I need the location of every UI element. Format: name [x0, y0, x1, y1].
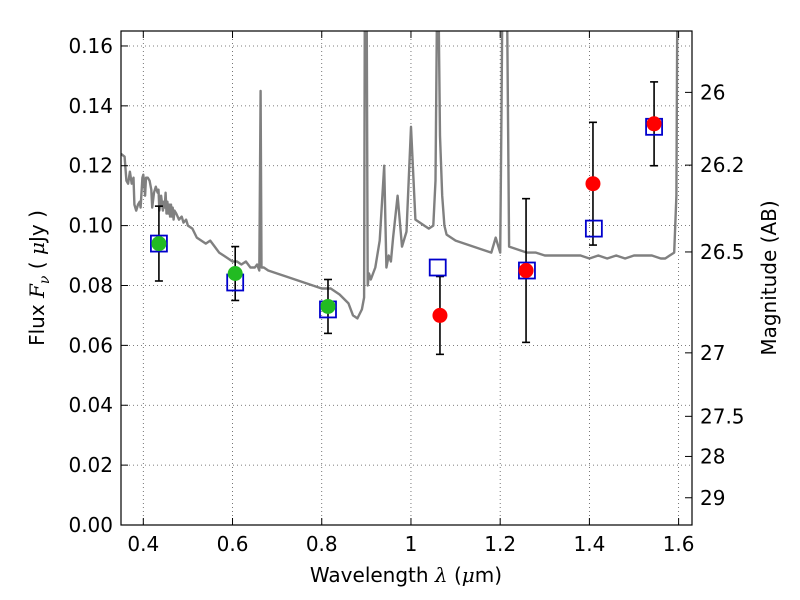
y-axis-title: Flux Fν ( μJy ) — [25, 210, 53, 346]
model-photometry-square — [150, 234, 168, 253]
observed-points — [151, 116, 662, 323]
y2-tick-label: 27 — [700, 341, 725, 365]
y2-tick-label: 27.5 — [700, 404, 745, 428]
model-photometry-squares — [150, 117, 663, 319]
y2-tick-label: 29 — [700, 486, 725, 510]
observed-nir-point — [646, 116, 662, 132]
y-tick-label: 0.02 — [68, 453, 113, 477]
y-tick-label: 0.06 — [68, 333, 113, 357]
x-tick-label: 0.4 — [127, 532, 159, 556]
model-photometry-square — [428, 258, 447, 277]
y2-tick-label: 26.2 — [700, 153, 745, 177]
observed-optical-point — [151, 236, 167, 252]
y2-tick-label: 28 — [700, 444, 725, 468]
x-tick-label: 0.8 — [306, 532, 338, 556]
model-spectrum-line — [121, 31, 679, 320]
x-axis-ticks: 0.4 0.6 0.8 1 1.2 1.4 1.6 — [127, 31, 695, 556]
y-tick-label: 0.00 — [68, 513, 113, 537]
y-tick-label: 0.08 — [68, 273, 113, 297]
y-tick-label: 0.16 — [68, 34, 113, 58]
x-tick-label: 1 — [405, 532, 418, 556]
y-tick-label: 0.14 — [68, 94, 113, 118]
y-tick-label: 0.12 — [68, 154, 113, 178]
y2-axis-title: Magnitude (AB) — [757, 200, 781, 355]
plot-background — [121, 31, 692, 525]
observed-nir-point — [585, 176, 601, 192]
x-tick-label: 1.2 — [484, 532, 516, 556]
y-axis-ticks: 0.00 0.02 0.04 0.06 0.08 0.10 0.12 0.14 0.16 — [68, 34, 128, 537]
x-tick-label: 1.4 — [573, 532, 605, 556]
y2-axis-ticks: 26 26.2 26.5 27 27.5 28 29 — [685, 80, 745, 510]
y-tick-label: 0.10 — [68, 214, 113, 238]
x-tick-label: 0.6 — [217, 532, 249, 556]
observed-optical-point — [320, 298, 336, 314]
plot-frame — [120, 30, 693, 526]
model-spectrum — [121, 31, 679, 320]
observed-nir-point — [432, 307, 448, 323]
observed-nir-point — [518, 263, 534, 279]
model-photometry-square — [584, 219, 603, 238]
x-axis-title: Wavelength λ (μm) — [310, 563, 502, 587]
y-tick-label: 0.04 — [68, 393, 113, 417]
y2-tick-label: 26.5 — [700, 240, 745, 264]
x-tick-label: 1.6 — [663, 532, 695, 556]
y2-tick-label: 26 — [700, 80, 725, 104]
observed-optical-point — [227, 266, 243, 282]
